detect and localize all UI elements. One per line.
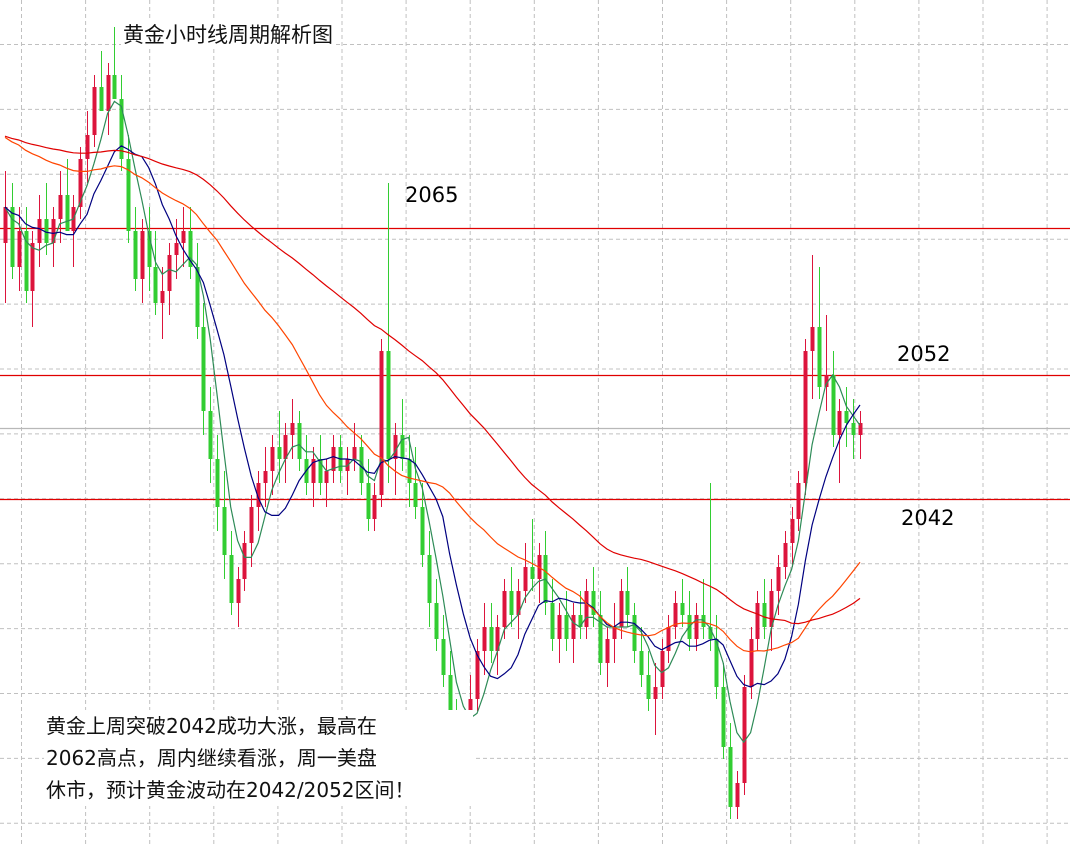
moving-average-lines [4,100,861,744]
chart-title: 黄金小时线周期解析图 [121,21,335,49]
analysis-note: 黄金上周突破2042成功大涨，最高在 2062高点，周内继续看涨，周一美盘 休市… [44,710,473,806]
level-label-2052: 2052 [897,342,951,366]
level-label-2042: 2042 [901,506,955,530]
note-line-2: 2062高点，周内继续看涨，周一美盘 [46,746,377,770]
candles [3,27,863,819]
level-label-2065: 2065 [405,183,459,207]
note-line-3: 休市，预计黄金波动在2042/2052区间！ [46,778,415,802]
note-line-1: 黄金上周突破2042成功大涨，最高在 [46,714,377,738]
support-resistance-lines [0,227,1070,501]
